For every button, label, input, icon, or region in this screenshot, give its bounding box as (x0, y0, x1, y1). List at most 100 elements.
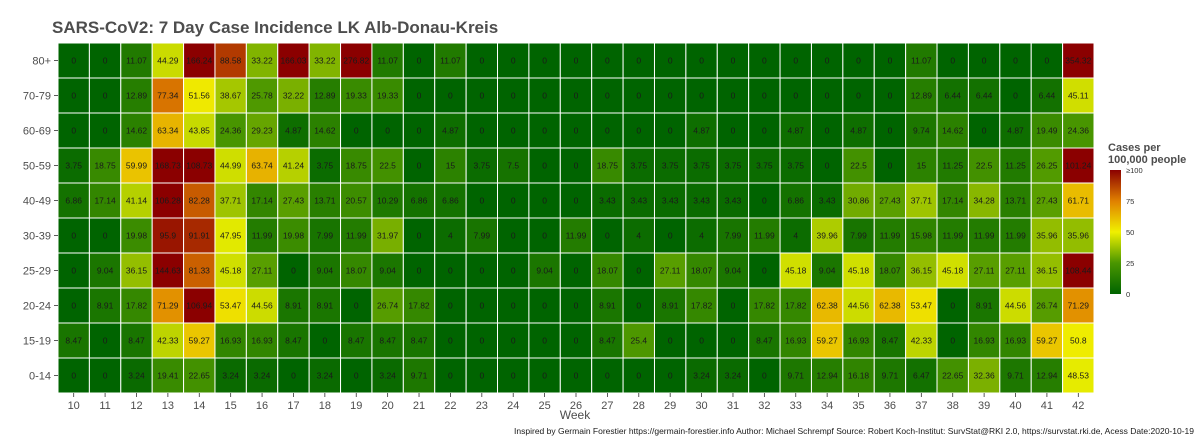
x-axis-ticks: 10 11 12 13 14 15 16 17 18 19 20 21 22 23 24 25 26 27 28 29… (68, 393, 1084, 412)
cell-value-label: 45.18 (942, 266, 964, 276)
cell-value-label: 0 (636, 301, 641, 311)
cell-value-label: 37.71 (220, 196, 242, 206)
cell-value-label: 24.36 (220, 126, 242, 136)
heatmap-cell (559, 182, 593, 219)
heatmap-cell (967, 77, 1001, 114)
heatmap-cell (465, 252, 499, 289)
cell-value-label: 0 (636, 56, 641, 66)
x-tick-label: 20 (382, 400, 394, 412)
heatmap-cell (967, 42, 1001, 79)
heatmap-cell (1062, 252, 1095, 289)
heatmap-cell (779, 252, 812, 289)
heatmap-cell (1062, 182, 1095, 219)
cell-value-label: 3.43 (662, 196, 679, 206)
cell-value-label: 0 (950, 336, 955, 346)
cell-value-label: 16.18 (848, 371, 870, 381)
x-tick-label: 21 (413, 400, 425, 412)
heatmap-cell (1030, 112, 1064, 149)
cell-value-label: 41.14 (126, 196, 148, 206)
cell-value-label: 47.95 (220, 231, 242, 241)
cell-value-label: 0 (574, 126, 579, 136)
x-tick-label: 17 (287, 400, 299, 412)
cell-value-label: 0 (668, 56, 673, 66)
heatmap-cell (245, 112, 279, 149)
cell-value-label: 26.74 (377, 301, 399, 311)
cell-value-label: 8.47 (599, 336, 616, 346)
heatmap-cell (936, 357, 969, 394)
heatmap-cell (465, 217, 499, 254)
cell-value-label: 0 (636, 126, 641, 136)
legend-tick-label: 0 (1126, 290, 1130, 299)
cell-value-label: 0 (479, 126, 484, 136)
cell-value-label: 15.98 (911, 231, 933, 241)
cell-value-label: 0 (479, 371, 484, 381)
cell-value-label: 0 (574, 301, 579, 311)
cell-value-label: 0 (291, 266, 296, 276)
cell-value-label: 42.33 (157, 336, 179, 346)
cell-value-label: 0 (888, 161, 893, 171)
heatmap-cell (622, 112, 655, 149)
y-tick-label: 50-59 (23, 161, 51, 173)
cell-value-label: 11.99 (1005, 231, 1026, 241)
heatmap-cell (873, 147, 907, 184)
cell-value-label: 4 (448, 231, 453, 241)
cell-value-label: 19.41 (157, 371, 179, 381)
cell-value-label: 9.04 (819, 266, 836, 276)
cell-value-label: 0 (668, 126, 673, 136)
cell-value-label: 4.87 (1007, 126, 1024, 136)
cell-value-label: 12.94 (817, 371, 839, 381)
heatmap-cell (151, 322, 185, 359)
x-tick-label: 18 (319, 400, 331, 412)
cell-value-label: 0 (825, 161, 830, 171)
heatmap-cell (810, 217, 844, 254)
heatmap-cell (528, 287, 561, 324)
cell-value-label: 27.11 (660, 266, 681, 276)
x-tick-label: 29 (664, 400, 676, 412)
heatmap-cell (340, 112, 373, 149)
cell-value-label: 7.99 (474, 231, 491, 241)
cell-value-label: 19.98 (283, 231, 305, 241)
cell-value-label: 18.07 (879, 266, 901, 276)
cell-value-label: 19.98 (126, 231, 148, 241)
heatmap-cell (277, 252, 310, 289)
heatmap-cell (842, 147, 875, 184)
cell-value-label: 59.27 (817, 336, 839, 346)
cell-value-label: 0 (417, 126, 422, 136)
cell-value-label: 0 (448, 91, 453, 101)
heatmap-cell (151, 252, 185, 289)
cell-value-label: 0 (479, 301, 484, 311)
cell-value-label: 0 (542, 126, 547, 136)
legend-tick-label: 75 (1126, 197, 1134, 206)
heatmap-cell (528, 42, 561, 79)
cell-value-label: 108.73 (186, 161, 212, 171)
cell-value-label: 0 (856, 56, 861, 66)
cell-value-label: 166.03 (280, 56, 306, 66)
cell-value-label: 19.33 (377, 91, 399, 101)
y-tick-label: 25-29 (23, 266, 51, 278)
cell-value-label: 16.93 (1005, 336, 1027, 346)
heatmap-cell (748, 42, 781, 79)
heatmap-cell (528, 182, 561, 219)
cell-value-label: 0 (950, 301, 955, 311)
cell-value-label: 0 (448, 301, 453, 311)
heatmap-cell (873, 112, 907, 149)
cell-value-label: 0 (511, 56, 516, 66)
x-tick-label: 25 (538, 400, 550, 412)
cell-value-label: 8.91 (317, 301, 334, 311)
heatmap-cell (779, 217, 812, 254)
cell-value-label: 8.47 (882, 336, 899, 346)
cell-value-label: 18.75 (597, 161, 619, 171)
cell-value-label: 0 (71, 56, 76, 66)
cell-value-label: 18.07 (597, 266, 619, 276)
heatmap-cell (559, 77, 593, 114)
x-tick-label: 24 (507, 400, 519, 412)
x-tick-label: 13 (162, 400, 174, 412)
cell-value-label: 11.25 (942, 161, 963, 171)
x-tick-label: 32 (758, 400, 770, 412)
cell-value-label: 17.14 (942, 196, 964, 206)
cell-value-label: 35.96 (1036, 231, 1058, 241)
x-tick-label: 10 (68, 400, 80, 412)
heatmap-cell (528, 322, 561, 359)
heatmap-cell (434, 112, 467, 149)
